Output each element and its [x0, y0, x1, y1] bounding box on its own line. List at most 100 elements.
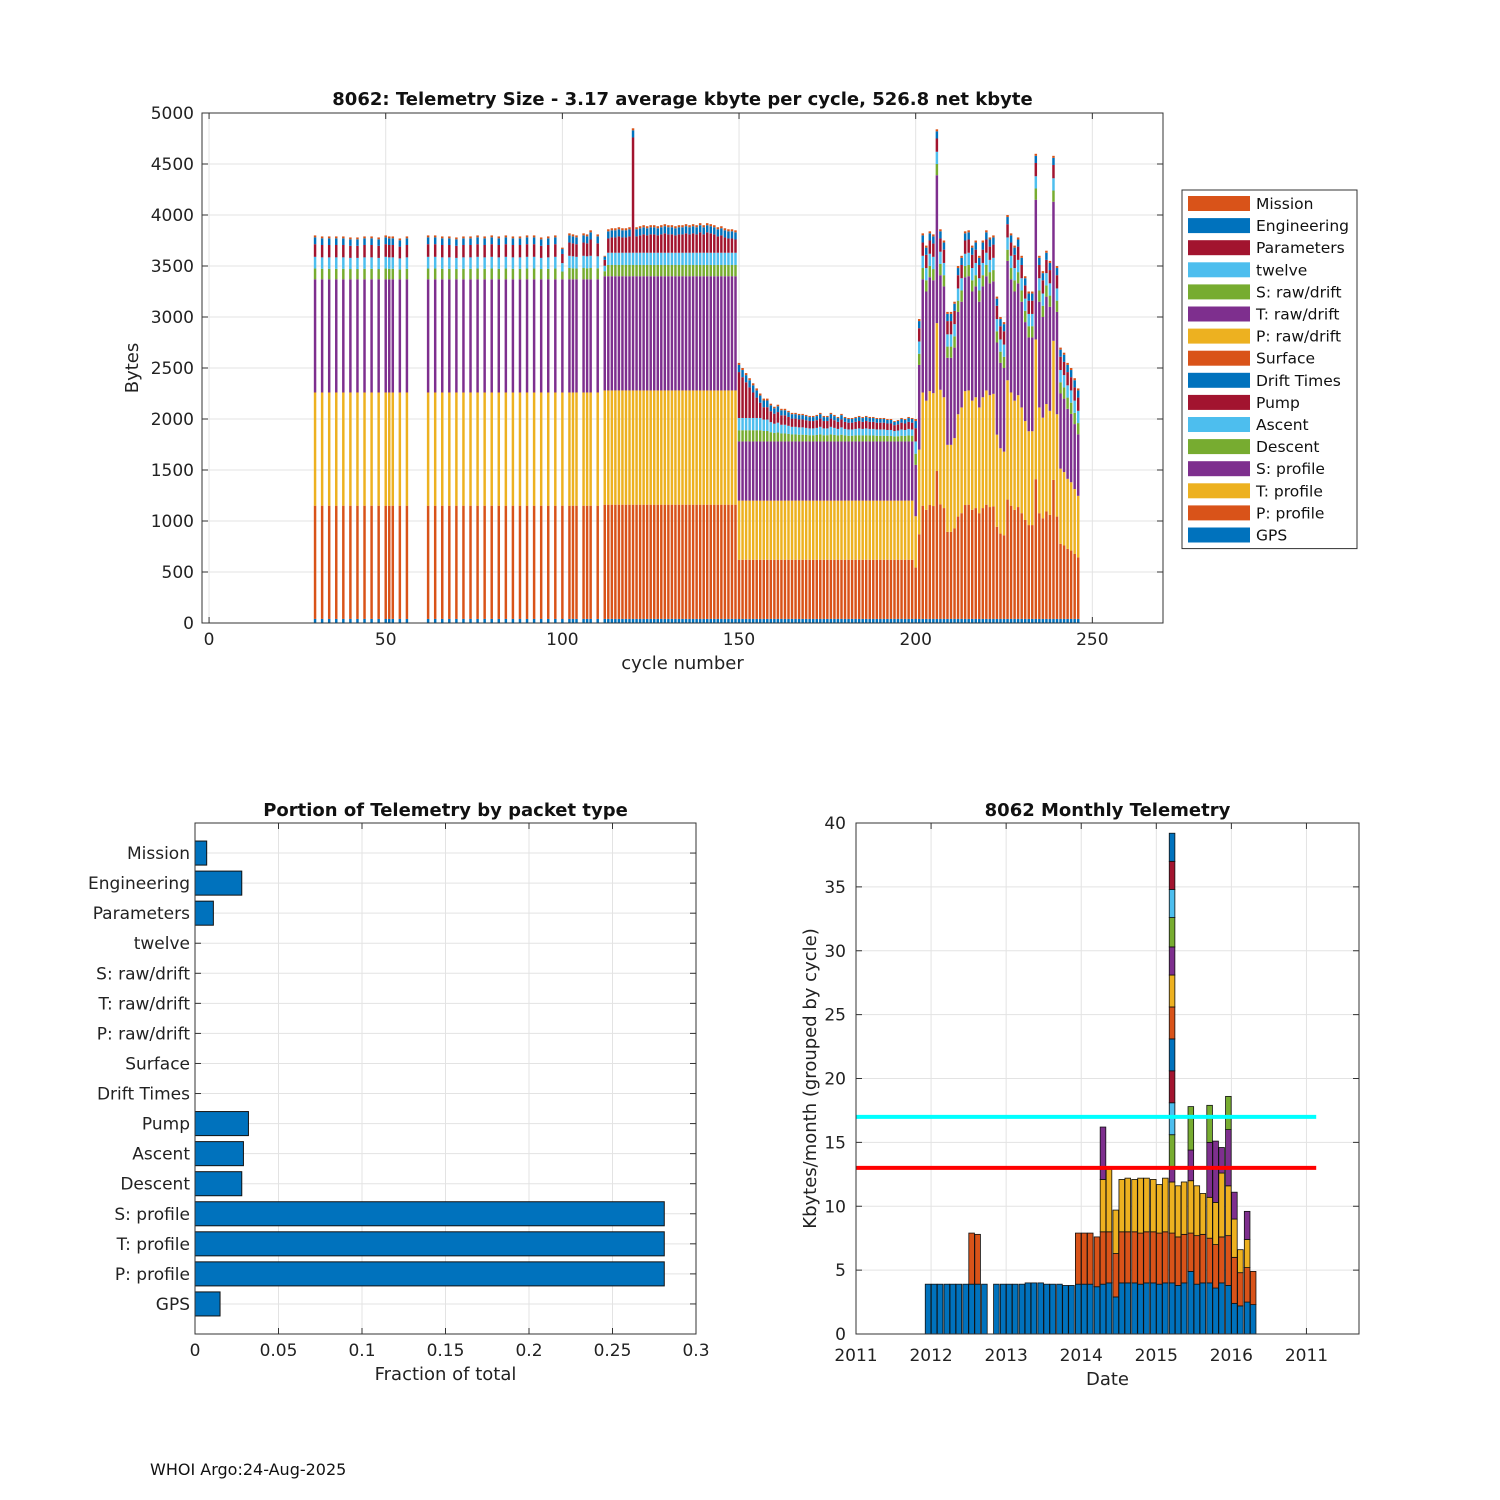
bar-segment [811, 618, 815, 623]
bar-segment [723, 618, 727, 623]
bar-segment [917, 319, 921, 322]
bar-segment [448, 268, 451, 280]
bar-segment [1038, 255, 1041, 258]
bar-segment [349, 505, 352, 619]
bar-segment [1174, 1236, 1182, 1286]
bar-segment [988, 395, 992, 508]
y-tick-label: 5000 [151, 104, 194, 124]
bar-segment [1045, 273, 1048, 286]
bar-segment [967, 252, 970, 265]
bar-segment [773, 432, 776, 442]
bar-segment [455, 392, 458, 506]
bar-segment [596, 279, 599, 393]
bar-segment [769, 618, 773, 623]
bar-segment [511, 392, 515, 506]
bar-segment [864, 500, 868, 560]
bar-segment [426, 237, 430, 245]
bar-segment [854, 418, 857, 422]
bar-segment [928, 233, 932, 241]
bar-segment [1187, 1271, 1195, 1335]
bar-segment [617, 252, 621, 265]
bar-segment [1024, 1282, 1032, 1335]
bar-segment [879, 429, 882, 436]
bar-segment [930, 1283, 938, 1335]
bar-segment [709, 390, 713, 505]
bar-segment [667, 504, 670, 619]
bar-segment [610, 252, 614, 265]
bar-segment [995, 342, 999, 435]
bar-segment [1002, 322, 1006, 325]
legend-label: T: raw/drift [1255, 306, 1339, 324]
bar-segment [617, 229, 621, 237]
y-tick-label: 500 [162, 563, 194, 583]
bar-segment [907, 421, 910, 429]
bar-segment [596, 236, 599, 244]
bar-segment [554, 505, 557, 619]
bar-segment [1073, 400, 1076, 413]
bar-segment [963, 231, 967, 234]
legend-swatch [1188, 240, 1250, 256]
bar-segment [917, 618, 921, 623]
bar-segment [734, 504, 737, 619]
bar-segment [1137, 1283, 1144, 1335]
bar-segment [903, 435, 907, 442]
bar-segment [370, 257, 373, 269]
bar-segment [967, 239, 970, 253]
bar-segment [462, 279, 465, 393]
bar-segment [568, 618, 571, 623]
bar-segment [801, 427, 804, 435]
bar-segment [758, 559, 762, 619]
bar-segment [1020, 264, 1023, 279]
bar-segment [967, 504, 970, 619]
legend-swatch [1188, 218, 1250, 234]
bar-segment [727, 618, 730, 623]
bar-segment [925, 280, 928, 292]
bar-segment [999, 317, 1002, 320]
bar-segment [677, 390, 681, 505]
bar-segment [582, 268, 585, 280]
bar-segment [730, 276, 734, 391]
legend-label: twelve [1256, 261, 1307, 279]
bar-segment [642, 225, 645, 228]
bar-segment [758, 500, 762, 560]
bar-segment [935, 131, 939, 139]
bar-segment [999, 533, 1002, 619]
bar-segment [384, 279, 387, 393]
bar-segment [705, 618, 709, 623]
bar-segment [388, 392, 391, 506]
bar-segment [882, 441, 886, 501]
bar-segment [1052, 165, 1055, 179]
bar-segment [571, 236, 575, 244]
bar-segment [614, 252, 617, 265]
bar-segment [607, 238, 610, 253]
bar-segment [978, 513, 981, 619]
bar-segment [691, 390, 695, 505]
x-tick-label: 100 [546, 630, 578, 650]
bar-segment [667, 234, 670, 253]
bar-segment [313, 237, 317, 245]
bar-segment [497, 505, 501, 619]
bar-segment [684, 226, 688, 234]
bar-segment [1206, 1104, 1213, 1143]
bar-segment [674, 228, 677, 236]
bar-segment [607, 252, 610, 265]
bar-segment [956, 300, 960, 312]
bar-segment [713, 504, 716, 619]
bar-segment [677, 618, 681, 623]
bar-segment [398, 238, 402, 241]
bar-segment [921, 233, 924, 236]
bar-segment [935, 151, 939, 164]
bar-segment [624, 264, 628, 277]
bar-segment [903, 618, 907, 623]
bar-segment [780, 559, 783, 619]
bar-segment [978, 407, 981, 514]
category-label: Ascent [132, 1145, 190, 1165]
bar-segment [960, 301, 963, 408]
bar-segment [854, 500, 857, 560]
bar-segment [469, 236, 472, 239]
bar-segment [970, 618, 974, 623]
bar-segment [893, 441, 896, 501]
bar-segment [836, 416, 840, 419]
bar-segment [483, 268, 486, 280]
bar-segment [864, 421, 868, 429]
